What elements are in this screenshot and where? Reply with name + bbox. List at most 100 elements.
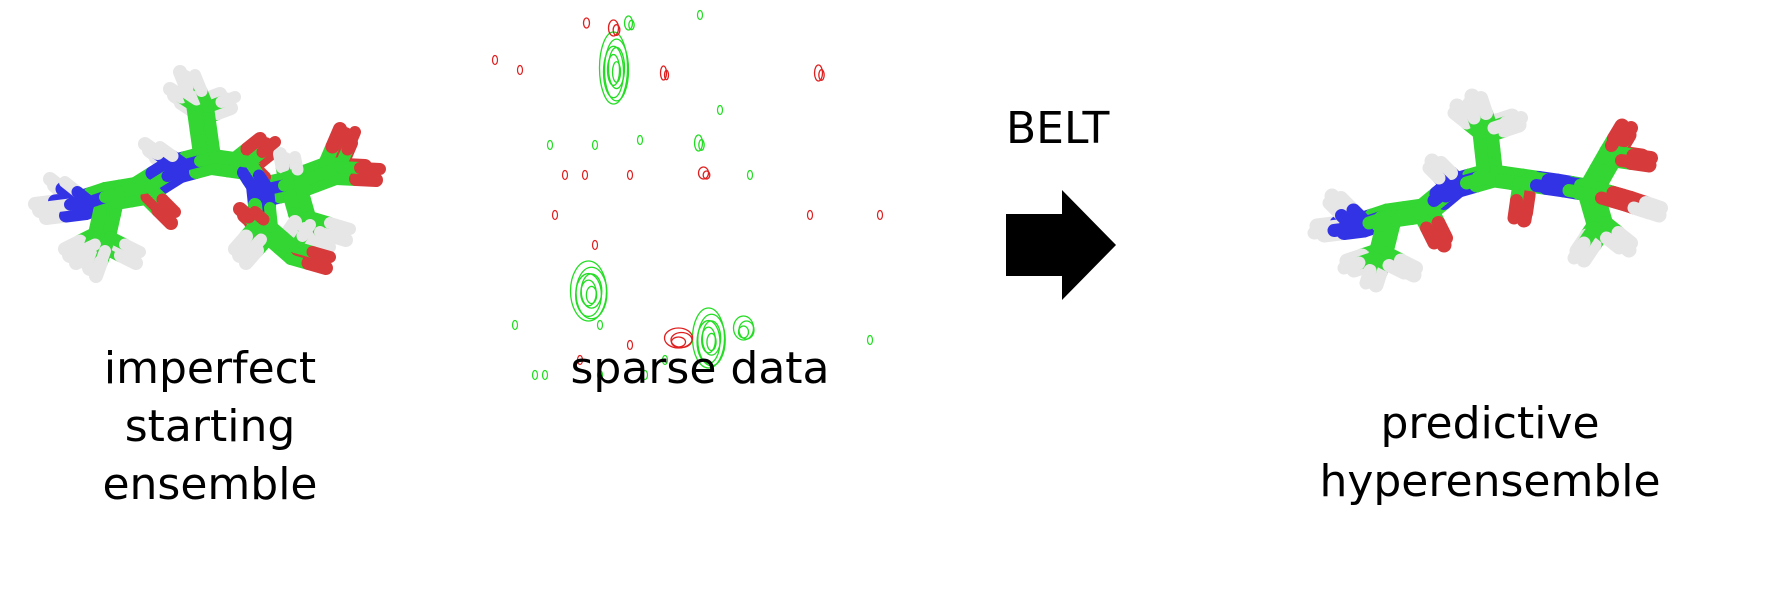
noise-peak: [641, 369, 649, 381]
negative-peak: [670, 336, 687, 348]
noise-peak: [661, 354, 669, 366]
bond: [354, 162, 386, 175]
noise-peak: [746, 169, 754, 181]
noise-peak: [806, 209, 814, 221]
bond: [301, 256, 333, 275]
bond: [1382, 259, 1411, 280]
noise-peak: [561, 169, 569, 181]
negative-peak: [697, 166, 710, 180]
noise-peak: [591, 239, 599, 251]
bond: [296, 219, 316, 242]
bond: [163, 82, 189, 104]
bond: [1616, 121, 1638, 148]
bond: [1611, 226, 1638, 250]
negative-peak: [702, 170, 711, 180]
bond: [1447, 106, 1473, 130]
positive-peak: [603, 38, 630, 102]
sparse-data-panel: sparse data: [490, 0, 910, 591]
noise-peak: [696, 9, 704, 21]
noise-peak: [581, 169, 589, 181]
bond: [154, 141, 179, 162]
bond: [319, 227, 353, 247]
bond: [140, 189, 167, 216]
negative-peak: [607, 19, 620, 37]
bond: [1487, 116, 1516, 135]
bond: [1434, 156, 1458, 180]
molecule-hyperensemble-icon: [1307, 88, 1668, 293]
noise-peak: [591, 139, 599, 151]
negative-peak: [670, 331, 693, 349]
positive-peak: [732, 315, 755, 341]
bond: [314, 226, 336, 253]
bond: [210, 101, 238, 120]
bond: [138, 137, 165, 160]
negative-peak: [659, 65, 668, 81]
noise-peak: [626, 339, 634, 351]
caption-line: imperfect: [103, 343, 317, 394]
bond: [240, 132, 267, 156]
bond: [1605, 126, 1626, 152]
bond: [273, 147, 290, 174]
belt-arrow-panel: BELT: [1000, 100, 1140, 320]
bond: [58, 234, 87, 256]
negative-peak: [818, 69, 825, 81]
bond: [1422, 161, 1446, 185]
noise-peak: [636, 134, 644, 146]
bond: [280, 215, 302, 240]
bond: [74, 238, 101, 258]
bond: [189, 69, 208, 97]
bond: [249, 206, 270, 226]
bond: [349, 172, 383, 187]
noise-peak: [551, 209, 559, 221]
bond: [1579, 231, 1603, 260]
positive-peak: [628, 19, 635, 31]
positive-peak: [623, 15, 634, 31]
positive-peak: [697, 313, 726, 367]
bond: [251, 146, 278, 170]
noise-peak: [511, 319, 519, 331]
bond: [215, 91, 241, 108]
positive-peak: [737, 325, 750, 339]
noise-peak: [541, 369, 549, 381]
bond: [1639, 196, 1668, 215]
negative-peak: [663, 69, 670, 81]
bond: [179, 86, 203, 106]
negative-peak: [612, 24, 621, 36]
bond: [325, 122, 347, 154]
caption-line: sparse data: [570, 343, 830, 394]
bond: [1600, 231, 1626, 255]
caption-line: hyperensemble: [1319, 456, 1661, 507]
bond: [289, 151, 304, 176]
negative-peak: [663, 327, 694, 349]
positive-peak: [606, 53, 621, 87]
bond: [94, 245, 111, 271]
positive-peak: [706, 332, 717, 352]
bond: [1519, 188, 1536, 220]
bond: [1627, 201, 1656, 220]
bond: [228, 229, 253, 256]
bond: [114, 248, 143, 270]
noise-peak: [626, 169, 634, 181]
bond: [1507, 194, 1523, 225]
noise-peak: [576, 354, 584, 366]
positive-peak: [698, 139, 705, 151]
sparse-data-caption: sparse data: [490, 340, 910, 398]
negative-peak: [582, 17, 591, 29]
bond: [1626, 148, 1658, 165]
positive-peak: [602, 45, 625, 99]
bond: [1394, 253, 1423, 275]
positive-peak: [693, 134, 704, 152]
bond: [1567, 236, 1591, 265]
belt-label: BELT: [1006, 103, 1110, 154]
noise-peak: [596, 319, 604, 331]
bond: [1431, 216, 1453, 245]
noise-peak: [596, 369, 604, 381]
positive-peak: [607, 46, 626, 90]
bond: [1420, 221, 1441, 250]
noise-peak: [716, 104, 724, 116]
noise-peak: [531, 369, 539, 381]
bond: [173, 65, 194, 95]
bond: [341, 126, 361, 156]
starting-ensemble-caption: imperfect starting ensemble: [30, 340, 390, 514]
noise-peak: [546, 139, 554, 151]
